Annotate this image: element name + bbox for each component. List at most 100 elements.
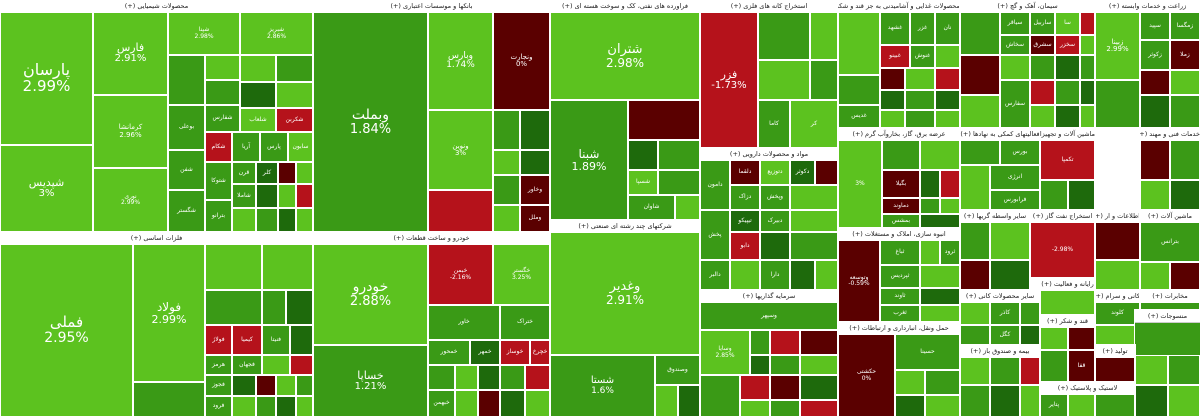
stock-tile[interactable]: دماوند xyxy=(882,198,920,214)
stock-tile[interactable]: بترانو xyxy=(205,200,232,232)
stock-tile[interactable] xyxy=(256,375,276,396)
stock-tile[interactable]: شلعاب xyxy=(240,108,276,132)
stock-tile[interactable]: وخاور xyxy=(520,175,550,205)
sector-block[interactable]: منسوجات (+) xyxy=(1134,309,1200,417)
stock-tile[interactable]: پارس xyxy=(260,132,288,162)
stock-tile[interactable]: خبهمن xyxy=(428,390,455,417)
stock-tile[interactable]: شبنا 1.89% xyxy=(550,100,628,220)
stock-tile[interactable] xyxy=(960,357,990,385)
stock-tile[interactable]: ختراک xyxy=(500,305,550,340)
stock-tile[interactable]: وتوسعه -0.59% xyxy=(838,240,880,322)
stock-tile[interactable] xyxy=(810,60,838,100)
stock-tile[interactable]: خچرخ xyxy=(530,340,550,365)
sector-block[interactable]: ماشین آلات (+) بترانس xyxy=(1139,209,1200,291)
stock-tile[interactable] xyxy=(1095,357,1135,382)
stock-tile[interactable]: فملی 2.95% xyxy=(0,244,133,417)
stock-tile[interactable] xyxy=(790,232,838,260)
stock-tile[interactable] xyxy=(1095,394,1135,417)
stock-tile[interactable] xyxy=(628,140,658,170)
stock-tile[interactable]: پخش xyxy=(700,210,730,260)
stock-tile[interactable]: بمشس xyxy=(882,214,920,228)
stock-tile[interactable]: وصندوق xyxy=(655,355,700,385)
stock-tile[interactable]: سیاقر xyxy=(1000,12,1030,35)
stock-tile[interactable]: بترانس xyxy=(1140,222,1200,262)
stock-tile[interactable] xyxy=(770,400,800,417)
stock-tile[interactable] xyxy=(750,355,770,375)
sector-block[interactable]: زراعت و خدمات وابسته (+) زبینا 2.99% زمگسا س… xyxy=(1094,0,1200,129)
stock-tile[interactable]: فزر -1.73% xyxy=(700,12,758,148)
sector-block[interactable]: محصولات غذایی و آشامیدنی به جز قند و شکر… xyxy=(837,0,961,129)
stock-tile[interactable] xyxy=(920,214,960,228)
stock-tile[interactable]: 3% xyxy=(838,140,882,228)
stock-tile[interactable]: خساپا 1.21% xyxy=(313,345,428,417)
stock-tile[interactable] xyxy=(1168,385,1200,417)
stock-tile[interactable]: ونجارت 0% xyxy=(493,12,550,110)
stock-tile[interactable]: انرژی xyxy=(990,165,1040,190)
stock-tile[interactable]: شفن xyxy=(168,150,205,190)
stock-tile[interactable] xyxy=(205,290,262,325)
stock-tile[interactable] xyxy=(940,170,960,198)
stock-tile[interactable] xyxy=(1170,140,1200,180)
stock-tile[interactable]: پتایر xyxy=(1040,394,1068,417)
stock-tile[interactable] xyxy=(678,385,700,417)
stock-tile[interactable] xyxy=(232,375,256,396)
stock-tile[interactable] xyxy=(205,80,240,105)
stock-tile[interactable]: سابون xyxy=(288,132,313,162)
stock-tile[interactable]: غدیس xyxy=(838,105,880,128)
stock-tile[interactable] xyxy=(960,260,990,290)
stock-tile[interactable]: غزر xyxy=(910,12,935,45)
stock-tile[interactable] xyxy=(1020,325,1040,345)
stock-tile[interactable] xyxy=(493,110,520,150)
stock-tile[interactable]: شگستر xyxy=(168,190,205,232)
stock-tile[interactable] xyxy=(1000,55,1030,80)
stock-tile[interactable] xyxy=(770,375,800,400)
stock-tile[interactable] xyxy=(880,110,905,128)
stock-tile[interactable]: فجهان xyxy=(232,355,262,375)
stock-tile[interactable] xyxy=(960,222,990,260)
stock-tile[interactable]: سا xyxy=(1055,12,1080,35)
stock-tile[interactable] xyxy=(740,375,770,400)
stock-tile[interactable] xyxy=(1068,394,1095,417)
stock-tile[interactable]: سفارس xyxy=(1000,80,1030,128)
stock-tile[interactable] xyxy=(1135,355,1168,385)
stock-tile[interactable] xyxy=(800,355,838,375)
stock-tile[interactable] xyxy=(1170,262,1200,290)
stock-tile[interactable]: فرود xyxy=(205,396,232,417)
stock-tile[interactable] xyxy=(838,12,880,75)
stock-tile[interactable]: شکام xyxy=(205,132,232,162)
stock-tile[interactable]: شپنا 2.98% xyxy=(168,12,240,55)
sector-block[interactable]: خودرو و ساخت قطعات (+) خودرو 2.88% خساپا 1.2… xyxy=(312,231,551,417)
stock-tile[interactable] xyxy=(1140,140,1170,180)
sector-block[interactable]: خدمات فنی و مهند (+) xyxy=(1139,127,1200,211)
stock-tile[interactable] xyxy=(1020,385,1040,417)
stock-tile[interactable] xyxy=(1068,180,1095,210)
stock-tile[interactable] xyxy=(905,68,935,90)
stock-tile[interactable] xyxy=(296,208,313,232)
stock-tile[interactable]: سخاش xyxy=(1000,35,1030,55)
stock-tile[interactable] xyxy=(655,385,678,417)
stock-tile[interactable] xyxy=(790,210,838,232)
stock-tile[interactable]: کاذر xyxy=(990,302,1020,325)
stock-tile[interactable]: وسایا 2.85% xyxy=(700,330,750,375)
stock-tile[interactable] xyxy=(920,140,960,170)
stock-tile[interactable] xyxy=(290,355,313,375)
sector-block[interactable]: عرضه برق، گاز، بخاروآب گرم (+) 3% بگیلا دما… xyxy=(837,127,961,229)
stock-tile[interactable] xyxy=(1080,55,1095,80)
stock-tile[interactable] xyxy=(925,395,960,417)
stock-tile[interactable] xyxy=(256,396,276,417)
sector-header[interactable]: منسوجات (+) xyxy=(1135,310,1200,323)
stock-tile[interactable]: آریا xyxy=(232,132,260,162)
stock-tile[interactable] xyxy=(960,140,1000,165)
stock-tile[interactable] xyxy=(750,330,770,355)
stock-tile[interactable] xyxy=(276,396,296,417)
stock-tile[interactable]: دکوثر xyxy=(790,160,815,185)
stock-tile[interactable] xyxy=(205,55,240,80)
stock-tile[interactable] xyxy=(770,330,800,355)
stock-tile[interactable]: دارا xyxy=(760,260,790,290)
sector-block[interactable]: سایر واسطه گریها (+) xyxy=(959,209,1031,291)
stock-tile[interactable] xyxy=(905,90,935,110)
stock-tile[interactable]: دامون xyxy=(700,160,730,210)
stock-tile[interactable] xyxy=(1170,70,1200,95)
stock-tile[interactable] xyxy=(296,375,313,396)
stock-tile[interactable] xyxy=(478,365,500,390)
